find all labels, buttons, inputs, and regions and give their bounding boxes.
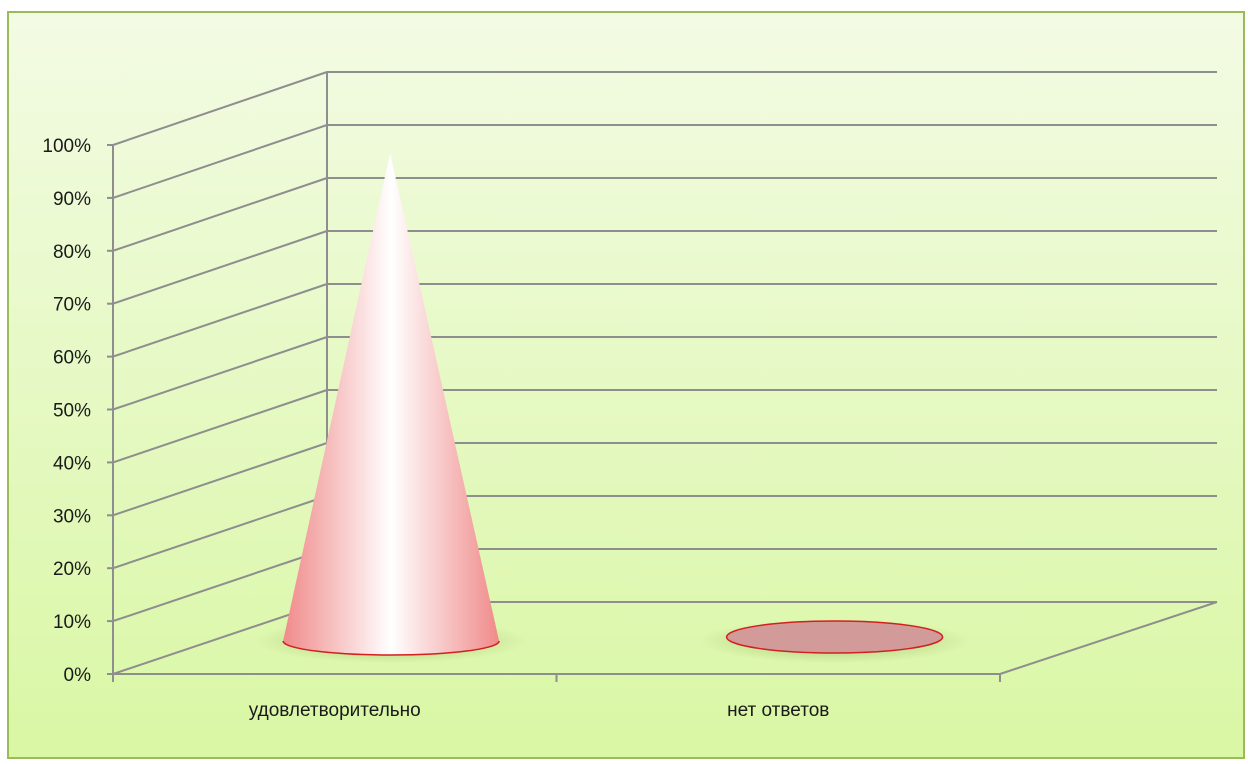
cone-base-edge bbox=[282, 640, 500, 656]
side-gridline bbox=[112, 442, 328, 517]
side-gridline bbox=[112, 548, 328, 623]
y-tick-label: 0% bbox=[64, 665, 92, 686]
y-tick-label: 50% bbox=[53, 401, 91, 422]
side-gridline bbox=[112, 71, 328, 146]
y-tick-label: 80% bbox=[53, 242, 91, 263]
x-tick-label: нет ответов bbox=[727, 700, 829, 721]
side-gridline bbox=[112, 336, 328, 411]
y-tick-label: 70% bbox=[53, 295, 91, 316]
y-tick-label: 40% bbox=[53, 453, 91, 474]
side-gridline bbox=[112, 230, 328, 305]
empty-cone-base bbox=[725, 620, 944, 654]
y-tick-label: 30% bbox=[53, 506, 91, 527]
side-gridline bbox=[112, 389, 328, 464]
x-tick-label: удовлетворительно bbox=[249, 700, 421, 721]
side-gridline bbox=[112, 124, 328, 199]
cone-bar bbox=[283, 153, 500, 656]
y-tick-label: 90% bbox=[53, 189, 91, 210]
y-tick-label: 100% bbox=[42, 136, 91, 157]
side-gridline bbox=[112, 495, 328, 570]
side-wall-gridlines bbox=[112, 71, 328, 675]
chart-background bbox=[7, 11, 1245, 759]
y-tick-label: 20% bbox=[53, 559, 91, 580]
y-tick-labels: 0% 10% 20% 30% 40% 50% 60% 70% 80% 90% 100% bbox=[42, 136, 91, 686]
x-tick-labels: удовлетворительно нет ответов bbox=[249, 700, 830, 721]
y-tick-label: 10% bbox=[53, 612, 91, 633]
y-tick-label: 60% bbox=[53, 348, 91, 369]
floor-right-edge bbox=[999, 601, 1218, 675]
chart-marks bbox=[255, 153, 971, 663]
side-gridline bbox=[112, 283, 328, 358]
side-gridline bbox=[112, 177, 328, 252]
